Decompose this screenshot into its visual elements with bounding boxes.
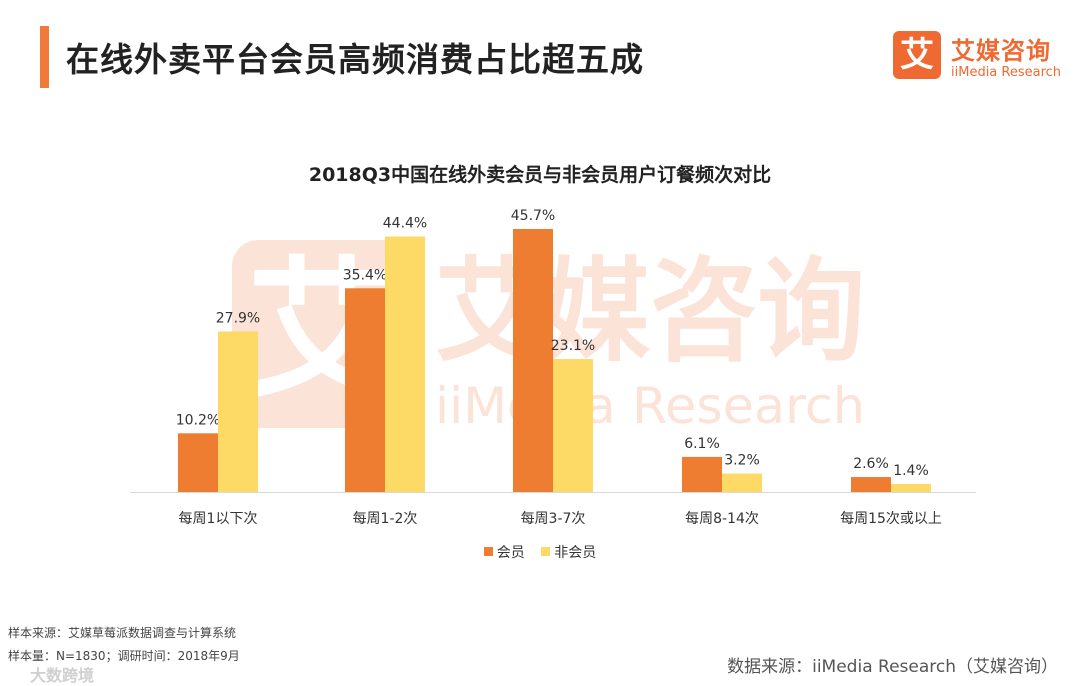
sample-source-note: 样本来源：艾媒草莓派数据调查与计算系统 [8,626,237,640]
data-label-member-0: 10.2% [176,412,220,428]
bar-non-member-0 [218,331,258,492]
logo-name-en: iiMedia Research [951,65,1062,80]
legend-label-member: 会员 [496,545,525,561]
bar-non-member-4 [891,483,931,492]
chart-title: 2018Q3中国在线外卖会员与非会员用户订餐频次对比 [308,164,772,186]
data-label-member-2: 45.7% [511,208,555,224]
watermark-en: iiMedia Research [435,377,865,435]
data-label-non-member-2: 23.1% [551,338,595,354]
data-label-non-member-0: 27.9% [216,310,260,326]
logo-mark-icon: 艾 [893,31,941,79]
data-label-member-4: 2.6% [853,456,889,472]
legend-label-non-member: 非会员 [554,545,597,561]
brand-logo: 艾 艾媒咨询 iiMedia Research [893,31,1063,83]
data-label-non-member-3: 3.2% [724,453,760,469]
page-title: 在线外卖平台会员高频消费占比超五成 [66,40,644,79]
logo-name-cn: 艾媒咨询 [951,37,1051,65]
x-tick-label-3: 每周8-14次 [685,511,759,527]
legend-item-non-member: 非会员 [541,542,596,562]
data-source: 数据来源：iiMedia Research（艾媒咨询） [727,657,1058,677]
legend-swatch-member [483,547,493,556]
x-tick-label-0: 每周1以下次 [179,511,258,527]
sample-size-note: 样本量：N=1830；调研时间：2018年9月 [8,649,240,663]
data-label-non-member-4: 1.4% [893,463,929,479]
x-tick-label-4: 每周15次或以上 [840,511,942,527]
bar-member-3 [682,456,722,492]
x-tick-label-2: 每周3-7次 [521,511,586,527]
watermark: 艾 艾媒咨询 iiMedia Research [232,240,865,435]
title-accent-bar [40,26,49,88]
bar-non-member-3 [722,473,762,492]
chart-legend: 会员 非会员 [0,542,1080,562]
bar-member-0 [178,433,218,492]
x-tick-label-1: 每周1-2次 [353,511,418,527]
bar-member-2 [513,229,553,492]
bar-member-4 [851,477,891,492]
data-label-non-member-1: 44.4% [383,215,427,231]
bar-non-member-2 [553,359,593,492]
legend-swatch-non-member [541,547,551,556]
legend-item-member: 会员 [483,542,525,562]
watermark-cn: 艾媒咨询 [435,247,865,377]
bar-non-member-1 [385,236,425,492]
stamp-watermark: 大数跨境 [30,666,95,685]
data-label-member-3: 6.1% [684,436,720,452]
data-label-member-1: 35.4% [343,267,387,283]
bar-member-1 [345,288,385,492]
